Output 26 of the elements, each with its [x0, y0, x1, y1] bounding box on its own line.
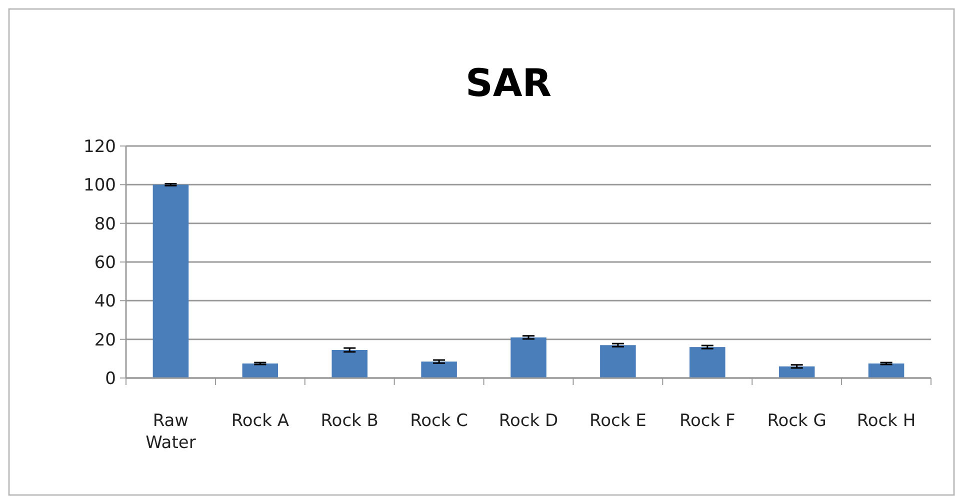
y-tick-label: 20	[94, 330, 116, 350]
x-tick-label: Rock A	[231, 411, 290, 431]
y-tick-label: 120	[84, 136, 116, 157]
bar	[690, 347, 726, 378]
x-tick-label: Raw Water	[146, 411, 196, 454]
y-tick-label: 40	[94, 292, 116, 312]
y-tick-label: 60	[94, 252, 116, 273]
bar	[332, 350, 368, 378]
y-tick-label: 80	[94, 214, 116, 234]
bar	[421, 362, 457, 378]
bar	[242, 364, 278, 378]
x-tick-label: Rock G	[767, 411, 826, 431]
bar	[778, 366, 815, 378]
x-tick-label: Rock F	[679, 411, 736, 431]
bar	[510, 337, 546, 378]
x-tick-label: Rock E	[590, 411, 646, 431]
x-tick-label: Rock H	[856, 411, 916, 431]
x-tick-label: Rock D	[498, 411, 558, 431]
x-tick-label: Rock C	[410, 411, 468, 431]
bar	[152, 184, 189, 378]
y-tick-label: 100	[84, 176, 116, 196]
bar	[600, 345, 636, 378]
x-tick-label: Rock B	[320, 411, 378, 431]
bar	[868, 364, 904, 378]
chart-title: SAR	[465, 61, 552, 105]
y-tick-label: 0	[105, 368, 116, 389]
